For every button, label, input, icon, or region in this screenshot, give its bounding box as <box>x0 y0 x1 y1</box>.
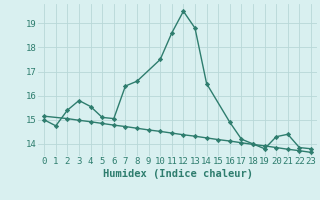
X-axis label: Humidex (Indice chaleur): Humidex (Indice chaleur) <box>103 169 252 179</box>
